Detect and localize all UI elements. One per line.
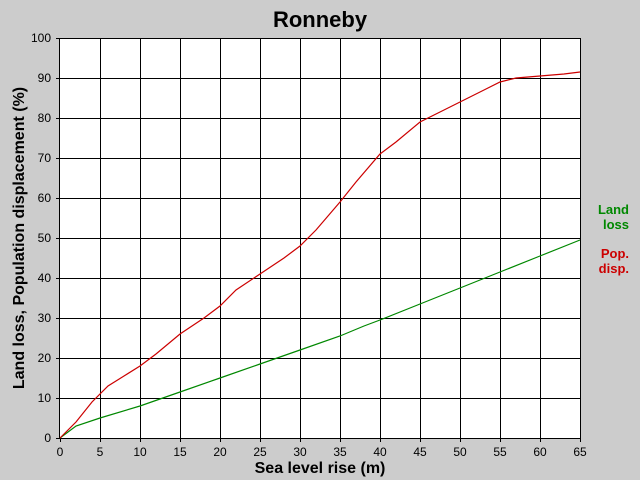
x-tick-label: 35: [333, 445, 347, 459]
series-lines: [59, 71, 581, 439]
series-line-1: [59, 239, 581, 439]
series-line-2: [59, 71, 581, 439]
y-tick-label: 20: [38, 351, 52, 365]
x-tick-label: 60: [533, 445, 547, 459]
y-tick-label: 80: [38, 111, 52, 125]
x-tick-label: 15: [173, 445, 187, 459]
y-tick-label: 70: [38, 151, 52, 165]
y-tick-label: 50: [38, 231, 52, 245]
legend-label-2: Pop.: [601, 246, 629, 261]
y-tick-label: 10: [38, 391, 52, 405]
chart-title: Ronneby: [273, 7, 368, 32]
grid-lines: [60, 38, 580, 438]
y-tick-label: 100: [31, 31, 51, 45]
y-axis-ticks: 0 10 20 30 40 50 60 70 80 90 100: [31, 31, 60, 445]
x-axis-ticks: 0 5 10 15 20 25 30 35 40 45 50 55 60 65: [57, 438, 587, 459]
y-tick-label: 90: [38, 71, 52, 85]
x-tick-label: 40: [373, 445, 387, 459]
x-tick-label: 45: [413, 445, 427, 459]
y-tick-label: 0: [44, 431, 51, 445]
y-tick-label: 60: [38, 191, 52, 205]
x-tick-label: 0: [57, 445, 64, 459]
x-tick-label: 10: [133, 445, 147, 459]
x-tick-label: 55: [493, 445, 507, 459]
x-tick-label: 50: [453, 445, 467, 459]
x-axis-label: Sea level rise (m): [255, 460, 386, 477]
y-tick-label: 40: [38, 271, 52, 285]
y-axis-label: Land loss, Population displacement (%): [11, 87, 28, 389]
legend-label-1: Land: [598, 202, 629, 217]
x-tick-label: 20: [213, 445, 227, 459]
x-tick-label: 5: [97, 445, 104, 459]
x-tick-label: 25: [253, 445, 267, 459]
legend-label-1: loss: [603, 217, 629, 232]
x-tick-label: 30: [293, 445, 307, 459]
x-tick-label: 65: [573, 445, 587, 459]
y-tick-label: 30: [38, 311, 52, 325]
legend-label-2: disp.: [599, 261, 629, 276]
